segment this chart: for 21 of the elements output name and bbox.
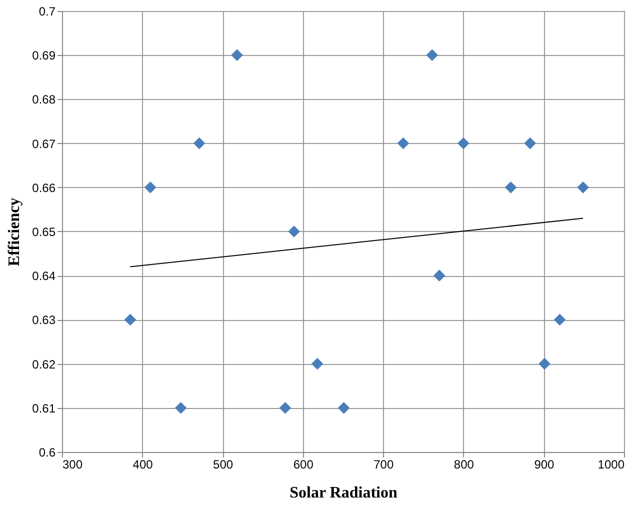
y-tick-label: 0.61 <box>32 401 56 416</box>
y-tick-label: 0.69 <box>32 48 56 63</box>
x-tick-label: 700 <box>374 458 394 472</box>
x-tick-label: 600 <box>293 458 314 472</box>
x-axis-title: Solar Radiation <box>290 484 398 502</box>
x-tick-label: 500 <box>213 458 234 472</box>
x-tick-label: 900 <box>534 458 555 472</box>
x-tick-label: 400 <box>132 458 154 472</box>
y-tick-label: 0.68 <box>32 92 56 107</box>
y-tick-label: 0.62 <box>32 357 56 372</box>
y-tick-label: 0.66 <box>32 180 56 195</box>
y-tick-label: 0.64 <box>32 269 56 284</box>
x-tick-label: 300 <box>62 458 83 472</box>
y-tick-label: 0.65 <box>32 225 56 239</box>
y-tick-label: 0.6 <box>38 446 56 460</box>
y-tick-label: 0.63 <box>32 313 56 328</box>
y-tick-label: 0.7 <box>38 4 56 18</box>
y-tick-label: 0.67 <box>32 136 56 151</box>
x-tick-label: 1000 <box>598 458 625 472</box>
x-tick-label: 800 <box>454 458 474 472</box>
y-axis-title: Efficiency <box>6 198 24 266</box>
